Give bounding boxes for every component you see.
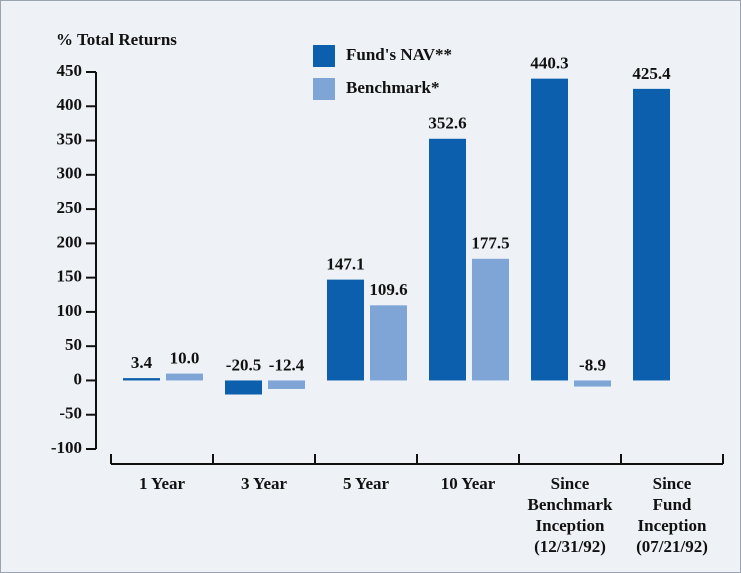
x-tick-label: Since Benchmark Inception (12/31/92) bbox=[527, 474, 613, 556]
bar bbox=[633, 88, 670, 381]
y-tick-label: 350 bbox=[57, 129, 83, 148]
bar bbox=[123, 378, 160, 381]
y-tick-label: 300 bbox=[57, 164, 83, 183]
legend-label: Fund's NAV** bbox=[346, 45, 452, 64]
value-label: 3.4 bbox=[131, 353, 153, 372]
value-label: 10.0 bbox=[170, 349, 200, 368]
value-label: -20.5 bbox=[226, 355, 261, 374]
bar bbox=[472, 258, 509, 381]
y-tick-label: 50 bbox=[65, 335, 82, 354]
value-label: 440.3 bbox=[530, 54, 568, 73]
legend-swatch bbox=[313, 78, 335, 100]
x-tick-label: Since Fund Inception (07/21/92) bbox=[636, 474, 708, 556]
bar bbox=[225, 380, 262, 395]
legend-swatch bbox=[313, 45, 335, 67]
x-tick-label: 5 Year bbox=[342, 474, 390, 493]
y-tick-label: 200 bbox=[57, 232, 83, 251]
y-tick-label: 100 bbox=[57, 301, 83, 320]
value-label: 147.1 bbox=[326, 255, 364, 274]
bar bbox=[327, 279, 364, 381]
value-label: 425.4 bbox=[632, 64, 671, 83]
bar bbox=[166, 373, 203, 381]
y-tick-label: -100 bbox=[51, 438, 82, 457]
y-tick-label: 400 bbox=[57, 95, 83, 114]
value-label: -12.4 bbox=[269, 355, 305, 374]
legend-label: Benchmark* bbox=[346, 78, 440, 97]
bar bbox=[268, 380, 305, 389]
bar bbox=[429, 138, 466, 381]
x-tick-label: 3 Year bbox=[240, 474, 288, 493]
y-tick-label: 150 bbox=[57, 267, 83, 286]
value-label: -8.9 bbox=[579, 355, 606, 374]
x-tick-label: 10 Year bbox=[440, 474, 496, 493]
y-tick-label: -50 bbox=[59, 404, 82, 423]
value-label: 352.6 bbox=[428, 114, 466, 133]
bar bbox=[370, 305, 407, 381]
y-tick-label: 450 bbox=[57, 61, 83, 80]
value-label: 177.5 bbox=[471, 234, 509, 253]
y-tick-label: 0 bbox=[74, 369, 83, 388]
value-label: 109.6 bbox=[369, 280, 407, 299]
bar bbox=[574, 380, 611, 387]
x-tick-label: 1 Year bbox=[138, 474, 186, 493]
bar bbox=[531, 78, 568, 381]
y-tick-label: 250 bbox=[57, 198, 83, 217]
y-axis-title: % Total Returns bbox=[56, 30, 177, 49]
